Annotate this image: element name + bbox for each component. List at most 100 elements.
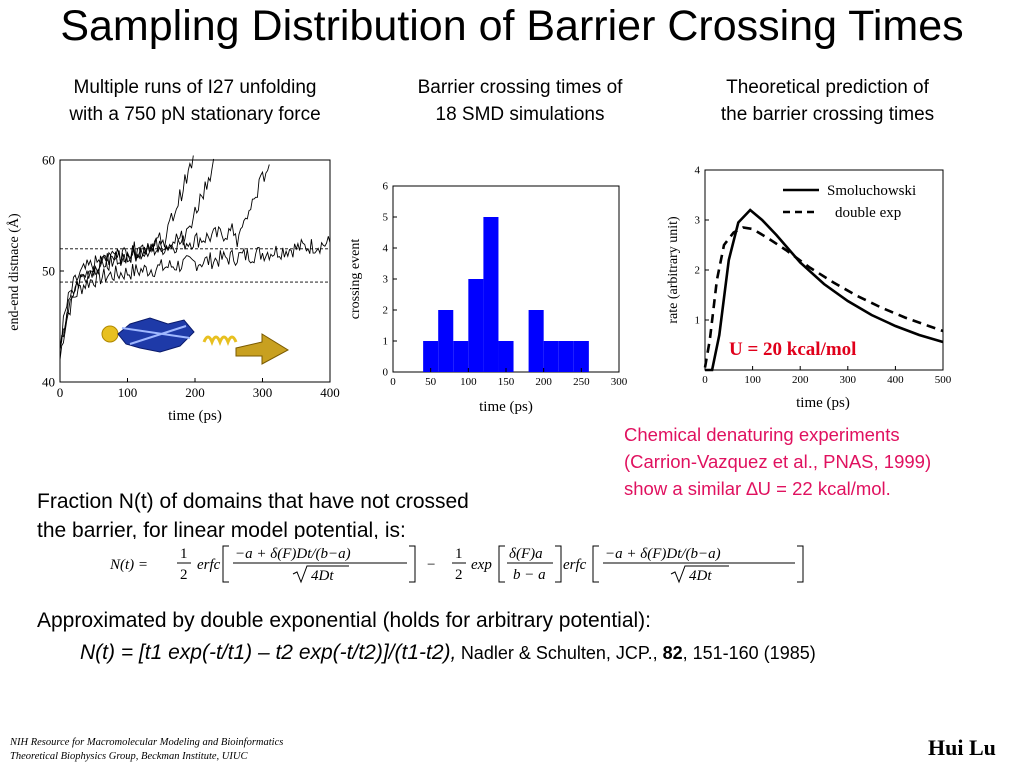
- histogram-bar: [483, 217, 499, 372]
- reference-pages: , 151-160 (1985): [682, 643, 816, 663]
- histogram-bar: [423, 341, 439, 372]
- svg-text:N(t) =: N(t) =: [109, 557, 148, 573]
- svg-text:2: 2: [455, 567, 463, 583]
- x-tick-label: 100: [460, 376, 477, 388]
- energy-annotation: U = 20 kcal/mol: [729, 339, 856, 360]
- caption-runs: Multiple runs of I27 unfolding with a 75…: [30, 74, 360, 128]
- chart-crossing-histogram: 0 50 100 150 200 250 300 0 1 2 3 4 5 6 time (ps) cros…: [348, 181, 628, 415]
- trajectory-line: [59, 164, 270, 350]
- caption-line: Barrier crossing times of: [417, 77, 623, 98]
- note-line: show a similar ∆U = 22 kcal/mol.: [624, 478, 891, 499]
- footer-affiliation: NIH Resource for Macromolecular Modeling…: [10, 736, 283, 764]
- trajectory-line: [59, 158, 215, 349]
- footer-line: NIH Resource for Macromolecular Modeling…: [10, 737, 284, 748]
- svg-text:2: 2: [180, 567, 188, 583]
- chemical-denaturing-note: Chemical denaturing experiments (Carrion…: [624, 421, 931, 502]
- x-tick-label: 100: [118, 385, 138, 400]
- svg-text:4Dt: 4Dt: [689, 568, 712, 584]
- y-tick-label: 40: [42, 374, 55, 389]
- svg-text:erfc: erfc: [197, 557, 221, 573]
- y-axis-label: crossing event: [348, 239, 363, 320]
- smoluchowski-curve: [705, 208, 944, 372]
- x-tick-label: 300: [611, 376, 628, 388]
- caption-histogram: Barrier crossing times of 18 SMD simulat…: [370, 74, 670, 128]
- x-tick-label: 400: [320, 385, 340, 400]
- svg-text:erfc: erfc: [563, 557, 587, 573]
- protein-illustration: [101, 317, 290, 365]
- x-tick-label: 300: [253, 385, 273, 400]
- author-name: Hui Lu: [928, 735, 996, 760]
- chart-unfolding-runs: 0 100 200 300 400 40 50 60 time (ps) end-end di…: [6, 152, 340, 424]
- y-tick-label: 60: [42, 152, 55, 167]
- y-tick-label: 5: [383, 212, 389, 224]
- svg-text:1: 1: [455, 546, 463, 562]
- y-axis-label: rate (arbitrary unit): [666, 216, 681, 324]
- histogram-bar: [558, 341, 574, 372]
- double-exp-curve: [703, 226, 944, 368]
- fraction-line: Fraction N(t) of domains that have not c…: [37, 490, 469, 513]
- svg-text:4Dt: 4Dt: [311, 568, 334, 584]
- x-tick-label: 100: [744, 374, 761, 386]
- svg-text:exp: exp: [471, 557, 492, 573]
- caption-line: with a 750 pN stationary force: [69, 104, 321, 125]
- histogram-bar: [573, 341, 589, 372]
- y-tick-label: 6: [383, 181, 389, 193]
- x-tick-label: 50: [425, 376, 437, 388]
- equation-n-of-t: N(t) = 1 2 erfc −a + δ(F)Dt/(b−a) 4Dt − 1…: [109, 545, 804, 584]
- x-tick-label: 150: [498, 376, 515, 388]
- svg-text:b − a: b − a: [513, 567, 546, 583]
- histogram-bar: [543, 341, 559, 372]
- svg-text:−a + δ(F)Dt/(b−a): −a + δ(F)Dt/(b−a): [235, 546, 351, 562]
- y-tick-label: 0: [383, 367, 389, 379]
- formula-text: N(t) = [t1 exp(-t/t1) – t2 exp(-t/t2)]/(…: [80, 641, 457, 664]
- histogram-bar: [438, 310, 454, 372]
- caption-line: Theoretical prediction of: [726, 77, 929, 98]
- plot-frame: [59, 159, 331, 383]
- y-tick-label: 2: [695, 265, 701, 277]
- x-axis-label: time (ps): [168, 408, 222, 424]
- x-tick-label: 300: [840, 374, 857, 386]
- x-axis-label: time (ps): [796, 395, 850, 411]
- reference-volume: 82: [662, 643, 683, 663]
- legend-label-smoluchowski: Smoluchowski: [827, 183, 916, 199]
- x-tick-label: 200: [792, 374, 809, 386]
- y-tick-label: 3: [383, 274, 389, 286]
- histogram-bar: [498, 341, 514, 372]
- svg-text:1: 1: [180, 546, 188, 562]
- x-tick-label: 200: [535, 376, 552, 388]
- y-tick-label: 2: [383, 305, 389, 317]
- caption-line: the barrier crossing times: [720, 104, 935, 125]
- caption-theory: Theoretical prediction of the barrier cr…: [680, 74, 975, 128]
- y-tick-label: 1: [695, 315, 701, 327]
- x-tick-label: 250: [573, 376, 590, 388]
- y-tick-label: 50: [42, 263, 55, 278]
- fraction-line: the barrier, for linear model potential,…: [37, 519, 406, 539]
- x-tick-label: 0: [57, 385, 64, 400]
- caption-line: 18 SMD simulations: [435, 104, 605, 125]
- chart-theoretical-rate: 0 100 200 300 400 500 1 2 3 4 Smoluchowski double…: [666, 165, 952, 411]
- x-tick-label: 0: [702, 374, 708, 386]
- approximation-text: Approximated by double exponential (hold…: [37, 609, 652, 632]
- footer-line: Theoretical Biophysics Group, Beckman In…: [10, 751, 248, 762]
- reference-authors: Nadler & Schulten, JCP.,: [460, 643, 663, 663]
- y-axis-label: end-end distnace (Å): [6, 213, 22, 331]
- x-tick-label: 200: [185, 385, 205, 400]
- y-tick-label: 4: [383, 243, 389, 255]
- y-tick-label: 1: [383, 336, 389, 348]
- x-tick-label: 400: [887, 374, 904, 386]
- caption-line: Multiple runs of I27 unfolding: [73, 77, 317, 98]
- svg-text:δ(F)a: δ(F)a: [509, 546, 543, 562]
- trajectory-line: [59, 236, 331, 361]
- slide-title: Sampling Distribution of Barrier Crossin…: [60, 2, 964, 50]
- x-axis-label: time (ps): [479, 399, 533, 415]
- note-line: (Carrion-Vazquez et al., PNAS, 1999): [624, 451, 932, 472]
- histogram-bar: [468, 279, 484, 372]
- note-line: Chemical denaturing experiments: [624, 424, 900, 445]
- svg-text:−a + δ(F)Dt/(b−a): −a + δ(F)Dt/(b−a): [605, 546, 721, 562]
- histogram-bar: [453, 341, 469, 372]
- trajectory-line: [59, 155, 194, 352]
- svg-text:−: −: [427, 557, 435, 573]
- histogram-bar: [528, 310, 544, 372]
- fraction-description: Fraction N(t) of domains that have not c…: [37, 487, 469, 539]
- x-tick-label: 500: [935, 374, 952, 386]
